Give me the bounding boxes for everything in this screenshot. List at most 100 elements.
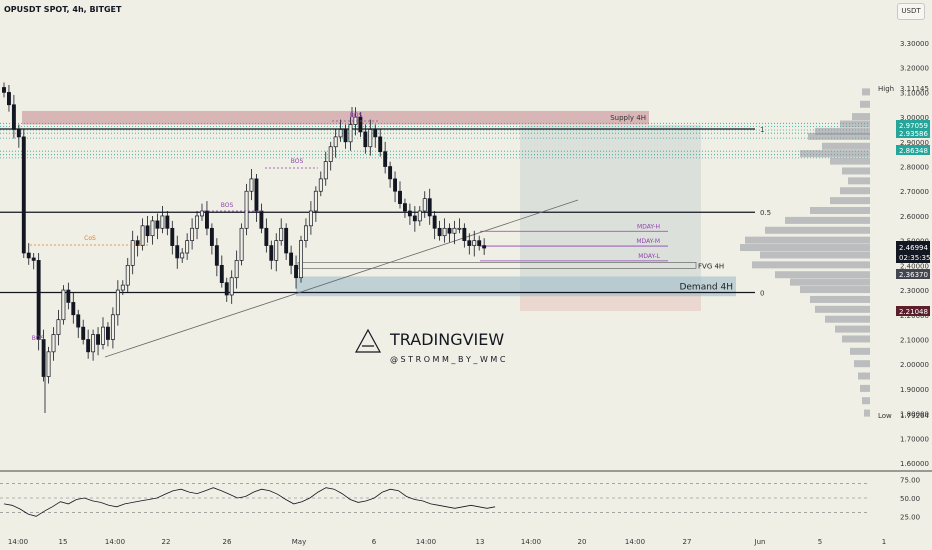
volume-profile-bar: [810, 295, 870, 303]
price-tag-value: 2.86348: [899, 147, 928, 155]
volume-profile-bar: [800, 286, 870, 294]
candle: [2, 87, 6, 93]
candle: [274, 240, 279, 261]
price-tick: 3.20000: [900, 65, 929, 73]
volume-profile-bar: [765, 226, 870, 234]
symbol-title: OPUSDT SPOT, 4h, BITGET: [4, 5, 122, 14]
price-tick: 2.70000: [900, 188, 929, 196]
volume-profile-bar: [830, 197, 870, 205]
price-tag: [896, 269, 930, 279]
structure-label: BOS: [32, 335, 45, 342]
price-tick: 1.60000: [900, 460, 929, 468]
candle: [363, 131, 368, 148]
fib-level-label: 0: [760, 290, 764, 298]
volume-profile-bar: [752, 261, 870, 269]
rsi-tick: 75.00: [900, 477, 920, 485]
candle: [477, 240, 482, 246]
supply-label: Supply 4H: [610, 114, 646, 122]
candle: [482, 245, 487, 249]
mday-label: MDAY-M: [636, 238, 660, 245]
candle: [462, 227, 467, 241]
price-tag-value: 2.97059: [899, 122, 928, 130]
candle: [219, 265, 224, 283]
candle: [269, 245, 274, 261]
candle: [180, 252, 185, 259]
price-tag: [896, 120, 930, 130]
time-tick: 5: [818, 538, 822, 546]
fib-level-label: 0.5: [760, 209, 771, 217]
candle: [417, 210, 422, 222]
price-axis-bg: [870, 0, 932, 470]
candle: [239, 227, 244, 261]
volume-profile-bar: [740, 244, 870, 252]
price-tag-value: 2.93586: [899, 130, 928, 138]
candle: [378, 136, 383, 153]
time-tick: 14:00: [105, 538, 125, 546]
candle: [224, 282, 229, 296]
candle: [284, 227, 289, 254]
volume-profile-bar: [825, 315, 870, 323]
rsi-tick: 50.00: [900, 495, 920, 503]
trend-line: [104, 199, 579, 358]
watermark-logo: [354, 328, 382, 353]
high-value: 3.11145: [900, 85, 929, 93]
candle: [427, 198, 432, 217]
candle: [447, 227, 452, 234]
price-tick: 3.10000: [900, 89, 929, 97]
candle: [11, 104, 16, 130]
candle: [373, 129, 378, 138]
candle: [388, 166, 393, 180]
price-tick: 2.90000: [900, 139, 929, 147]
candle: [209, 227, 214, 246]
candle: [61, 289, 66, 321]
candle: [105, 326, 110, 340]
candle: [101, 326, 105, 345]
volume-profile-bar: [822, 142, 870, 150]
volume-profile-bar: [815, 127, 870, 135]
volume-profile-bar: [860, 100, 870, 108]
candle: [56, 319, 61, 335]
candle: [328, 146, 333, 162]
candle: [31, 257, 36, 261]
volume-profile-bar: [835, 325, 870, 333]
current-price-tag: [896, 241, 930, 263]
candle: [110, 314, 115, 340]
candle: [96, 334, 100, 345]
candle: [51, 334, 56, 353]
candle: [333, 136, 338, 148]
price-tick: 2.00000: [900, 361, 929, 369]
volume-profile-bar: [840, 187, 870, 195]
price-tick: 1.90000: [900, 386, 929, 394]
rsi-tick: 25.00: [900, 513, 920, 521]
candle: [130, 240, 135, 266]
stop-box: [520, 292, 701, 311]
candle: [393, 178, 398, 192]
volume-profile-bar: [775, 271, 870, 279]
candle: [81, 326, 86, 340]
candle: [348, 124, 353, 143]
time-tick: 14:00: [625, 538, 645, 546]
price-tick: 2.30000: [900, 287, 929, 295]
candle: [120, 284, 125, 291]
low-value: 1.79264: [900, 412, 929, 420]
volume-profile-bar: [862, 88, 870, 96]
candle: [170, 227, 175, 246]
countdown: 02:35:35: [899, 254, 930, 262]
volume-profile-bar: [760, 251, 870, 259]
price-tick: 1.70000: [900, 435, 929, 443]
volume-profile-bar: [830, 157, 870, 165]
candle: [249, 178, 254, 192]
candle: [304, 225, 308, 241]
watermark-handle: @ S T R O M M _ B Y _ W M C: [390, 355, 506, 364]
currency-selector[interactable]: USDT: [897, 3, 925, 20]
volume-profile-bar: [800, 150, 870, 158]
time-tick: 27: [683, 538, 692, 546]
target-box: [520, 125, 701, 293]
volume-profile-bar: [862, 397, 870, 405]
volume-profile-bar: [854, 360, 870, 368]
candle: [229, 277, 234, 296]
high-label: High: [878, 85, 894, 93]
price-tick: 2.80000: [900, 164, 929, 172]
volume-profile-bar: [745, 236, 870, 244]
